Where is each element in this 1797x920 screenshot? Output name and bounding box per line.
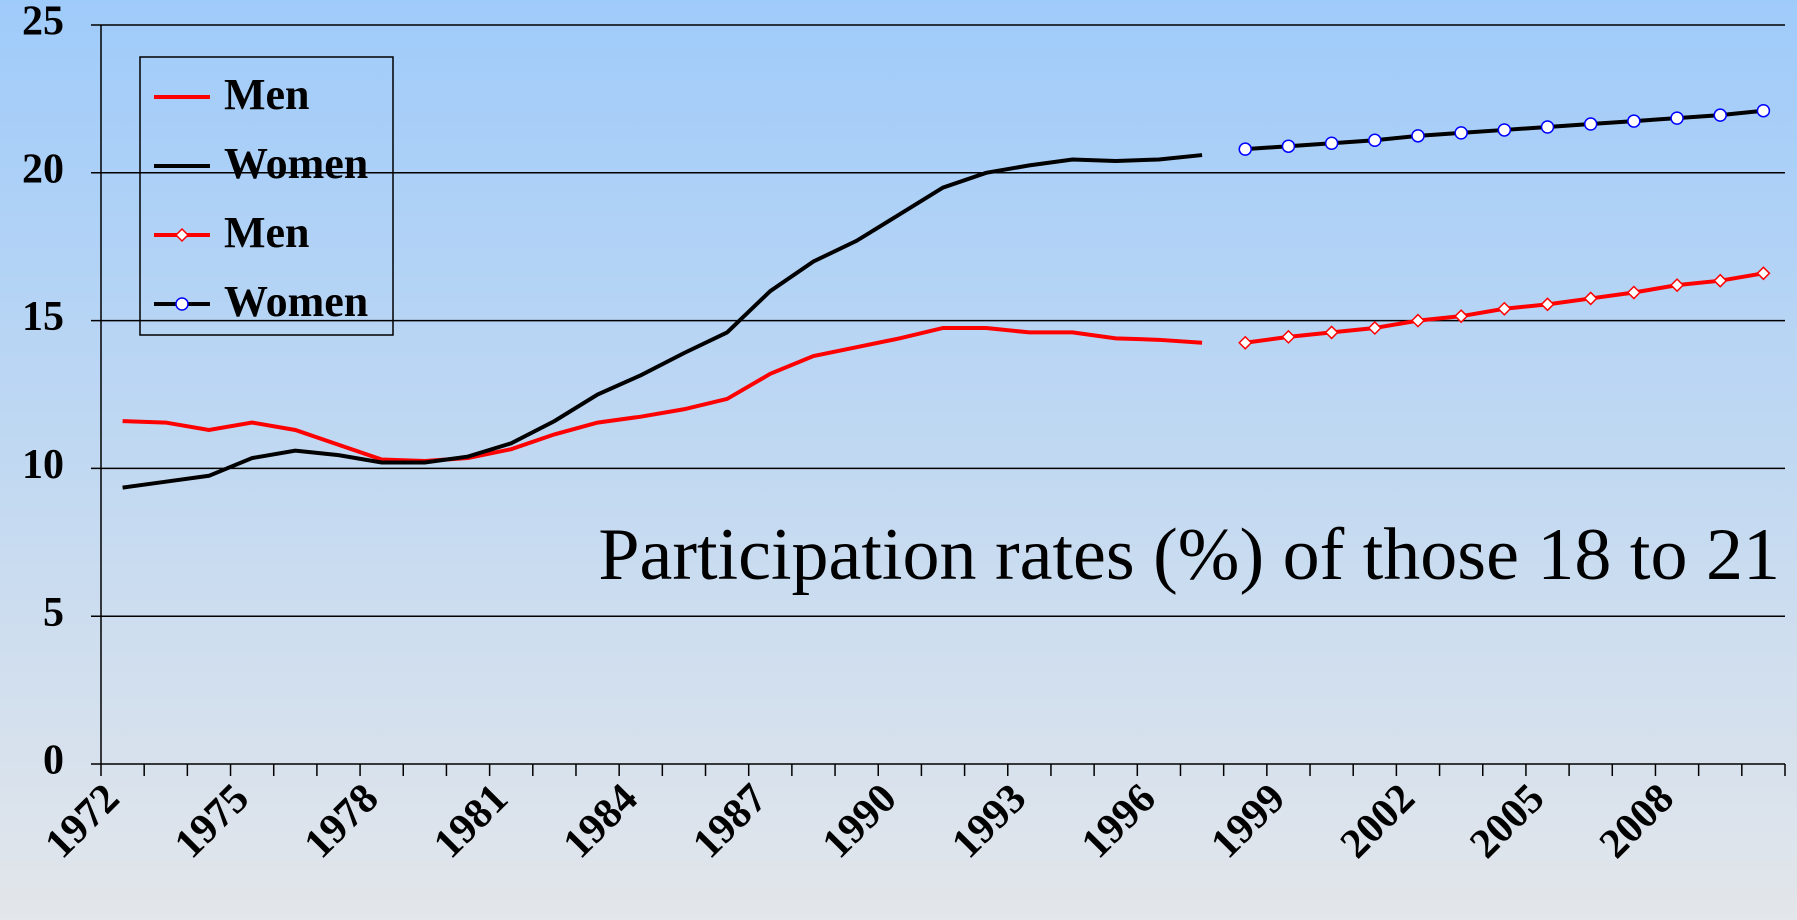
- marker: [1454, 126, 1468, 140]
- marker: [1281, 139, 1296, 153]
- y-tick-label: 5: [43, 590, 64, 636]
- marker: [1540, 297, 1555, 312]
- marker: [1368, 133, 1382, 148]
- line: [122, 325, 1203, 464]
- legend-label: Women: [224, 277, 368, 326]
- x-tick-label: 1993: [943, 775, 1035, 867]
- marker: [1756, 266, 1771, 281]
- x-tick-label: 1981: [425, 775, 517, 867]
- x-tick-label: 1987: [684, 775, 776, 867]
- marker: [1583, 291, 1598, 306]
- marker: [175, 297, 189, 311]
- annotation: Participation rates (%) of those 18 to 2…: [598, 514, 1780, 596]
- marker: [1238, 335, 1253, 350]
- marker: [174, 227, 190, 243]
- marker: [1324, 325, 1339, 340]
- x-tick-label: 1984: [555, 775, 647, 867]
- x-tick-label: 1999: [1202, 775, 1294, 867]
- line: [122, 153, 1203, 490]
- y-tick-label: 25: [22, 0, 64, 45]
- marker: [1713, 108, 1727, 122]
- y-tick-label: 20: [22, 146, 64, 192]
- x-tick-label: 1978: [296, 775, 388, 867]
- marker: [1497, 123, 1512, 137]
- marker: [1367, 320, 1382, 336]
- marker: [1670, 111, 1684, 125]
- marker: [1454, 309, 1469, 324]
- marker: [1238, 142, 1253, 156]
- legend-box: [139, 56, 394, 336]
- x-tick-label: 2005: [1461, 775, 1553, 867]
- marker: [1324, 136, 1339, 150]
- marker: [1713, 273, 1728, 288]
- x-tick-label: 1975: [166, 775, 258, 867]
- marker: [1410, 313, 1426, 328]
- marker: [1281, 329, 1296, 344]
- marker: [1627, 114, 1641, 128]
- legend-label: Men: [224, 70, 310, 119]
- x-tick-label: 1972: [37, 775, 129, 867]
- legend-label: Men: [224, 208, 310, 257]
- x-tick-label: 2008: [1591, 775, 1683, 867]
- marker: [1669, 278, 1685, 293]
- x-tick-label: 1990: [814, 775, 906, 867]
- y-tick-label: 15: [22, 294, 64, 340]
- marker: [1583, 117, 1598, 131]
- marker: [1756, 103, 1771, 118]
- marker: [1497, 301, 1512, 316]
- x-tick-label: 1996: [1073, 775, 1165, 867]
- x-tick-label: 2002: [1332, 775, 1424, 867]
- y-tick-label: 0: [43, 738, 64, 784]
- marker: [1626, 285, 1641, 300]
- marker: [1540, 120, 1555, 134]
- y-tick-label: 10: [22, 442, 64, 488]
- marker: [1411, 129, 1425, 143]
- legend-label: Women: [224, 139, 368, 188]
